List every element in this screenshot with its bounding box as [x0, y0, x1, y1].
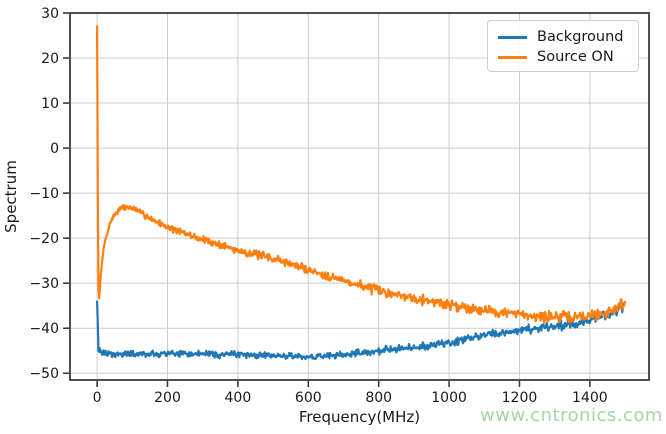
x-tick-label: 400: [225, 390, 252, 406]
y-tick-label: 30: [41, 6, 59, 22]
legend-item-source-on: Source ON: [498, 47, 630, 67]
y-tick-label: −30: [29, 276, 59, 292]
y-tick-label: −50: [29, 366, 59, 382]
x-tick-label: 1000: [431, 390, 467, 406]
x-tick-label: 1200: [502, 390, 538, 406]
x-tick-label: 200: [154, 390, 181, 406]
y-tick-label: 20: [41, 51, 59, 67]
legend-line-swatch-background: [498, 35, 527, 39]
x-tick-label: 0: [93, 390, 102, 406]
y-tick-label: 0: [50, 141, 59, 157]
series-line-background: [95, 300, 627, 361]
legend: Background Source ON: [487, 20, 639, 72]
legend-label-background: Background: [537, 29, 624, 45]
y-tick-label: −20: [29, 231, 59, 247]
y-tick-label: −40: [29, 321, 59, 337]
x-axis-label: Frequency(MHz): [299, 408, 420, 426]
y-axis-label: Spectrum: [2, 160, 20, 233]
y-tick-label: 10: [41, 96, 59, 112]
x-tick-label: 1400: [572, 390, 608, 406]
watermark: www.cntronics.com: [480, 405, 663, 426]
series-line-source-on: [95, 24, 627, 324]
legend-line-swatch-source-on: [498, 55, 527, 59]
x-tick-label: 600: [295, 390, 322, 406]
x-tick-label: 800: [365, 390, 392, 406]
y-tick-label: −10: [29, 186, 59, 202]
axes-spines: [69, 12, 650, 381]
legend-label-source-on: Source ON: [537, 49, 614, 65]
legend-item-background: Background: [498, 27, 630, 47]
